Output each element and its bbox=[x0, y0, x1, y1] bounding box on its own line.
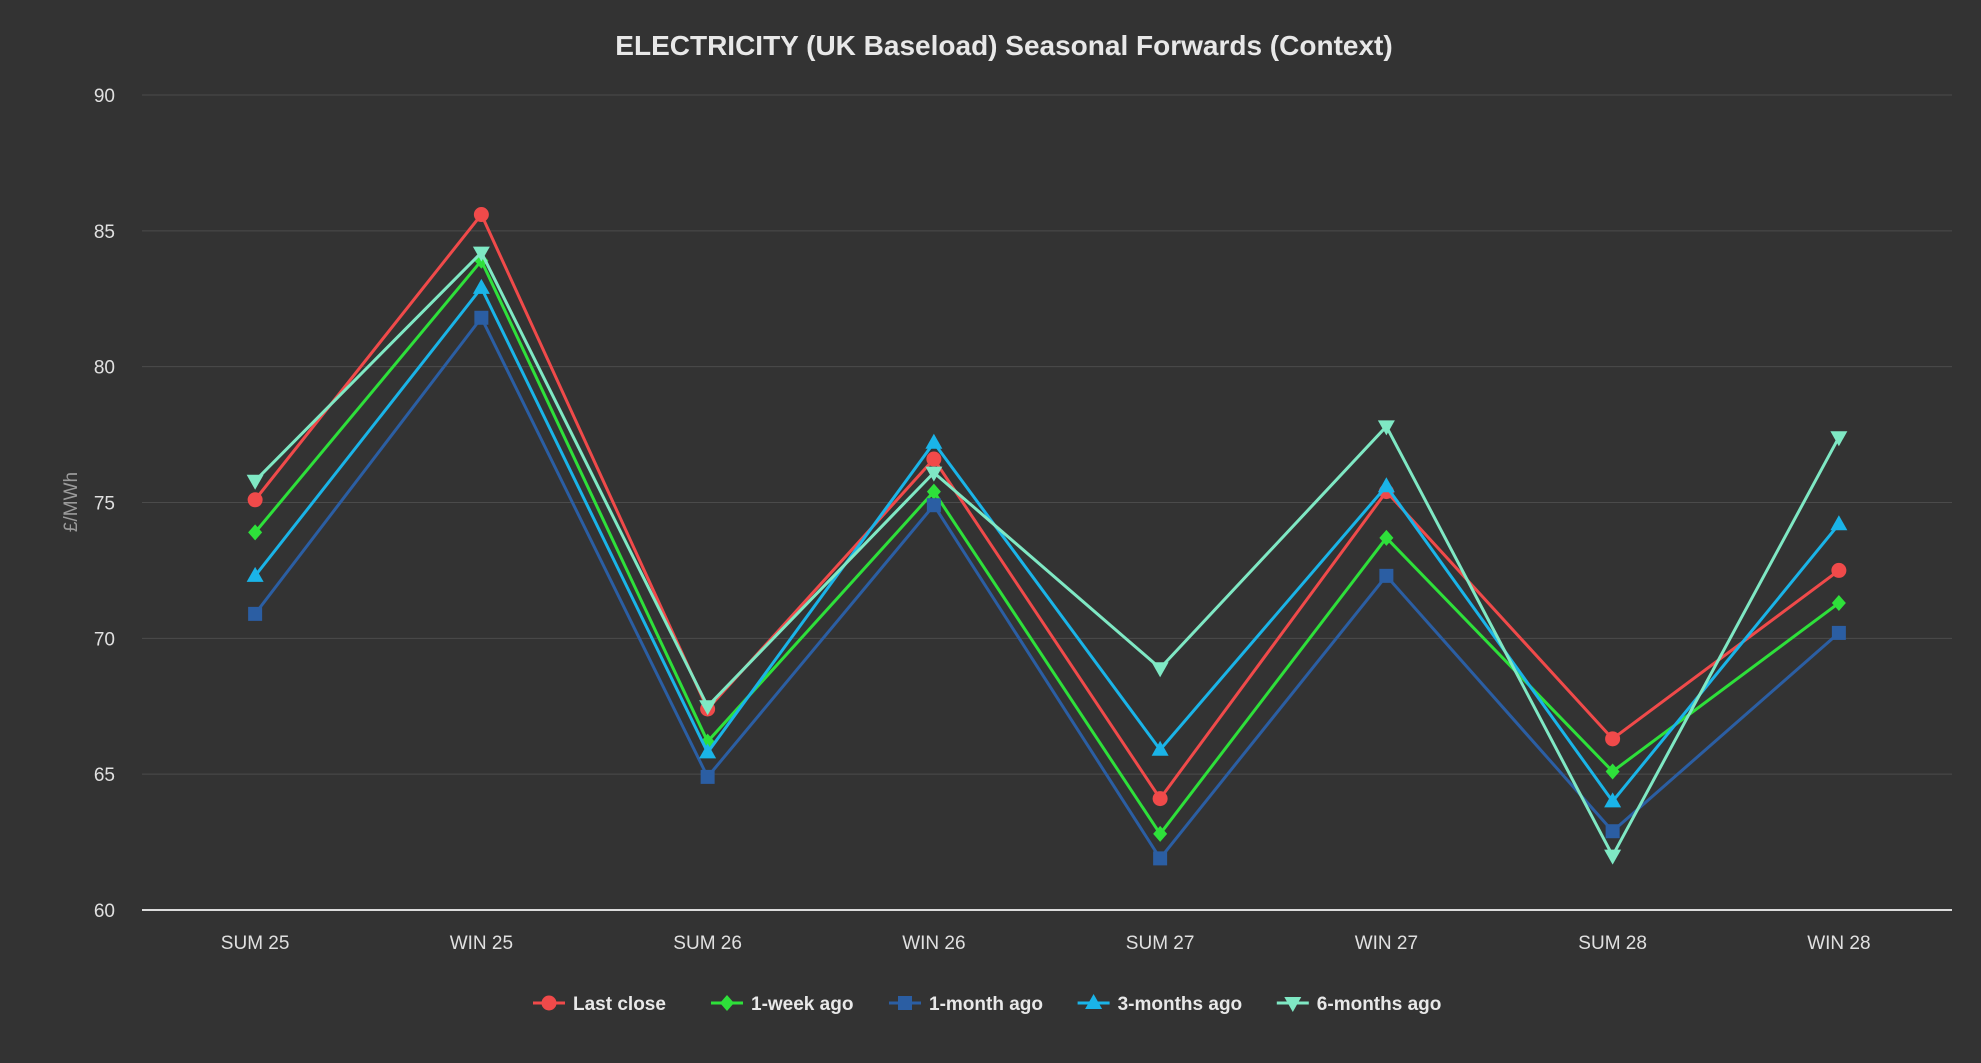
legend-marker bbox=[1284, 997, 1302, 1012]
data-point bbox=[699, 700, 717, 716]
data-point bbox=[926, 451, 942, 467]
legend-marker bbox=[720, 995, 734, 1011]
y-tick-label: 80 bbox=[94, 358, 115, 379]
data-point bbox=[1831, 625, 1846, 640]
data-point bbox=[473, 207, 489, 223]
grid-lines bbox=[142, 94, 1952, 775]
data-point bbox=[1377, 477, 1395, 493]
legend-item-4: 3-months ago bbox=[1077, 994, 1243, 1015]
y-tick-label: 65 bbox=[94, 765, 115, 786]
data-point bbox=[1153, 825, 1168, 842]
x-tick-label: SUM 26 bbox=[673, 933, 742, 954]
x-tick-label: WIN 27 bbox=[1355, 933, 1418, 954]
y-tick-label: 90 bbox=[94, 86, 115, 107]
series-group bbox=[246, 207, 1848, 866]
data-point bbox=[248, 524, 263, 541]
series-line bbox=[253, 259, 1840, 836]
x-tick-label: WIN 28 bbox=[1807, 933, 1870, 954]
data-point bbox=[1830, 431, 1848, 447]
data-point bbox=[926, 498, 941, 513]
y-tick-label: 70 bbox=[94, 629, 115, 650]
data-point bbox=[1379, 529, 1394, 546]
data-point bbox=[1151, 740, 1169, 756]
series-1 bbox=[247, 207, 1847, 807]
legend: Last close 1-week ago 1-month ago 3-months … bbox=[533, 994, 1441, 1015]
series-line bbox=[254, 251, 1841, 858]
data-point bbox=[926, 483, 941, 500]
legend-marker bbox=[898, 996, 912, 1010]
data-point bbox=[699, 743, 717, 759]
series-5 bbox=[246, 246, 1848, 865]
series-line bbox=[253, 213, 1840, 801]
chart-title: ELECTRICITY (UK Baseload) Seasonal Forwa… bbox=[615, 30, 1392, 61]
legend-label: 1-month ago bbox=[929, 994, 1043, 1015]
data-point bbox=[472, 278, 490, 294]
data-point bbox=[925, 433, 943, 449]
legend-item-5: 6-months ago bbox=[1276, 994, 1442, 1015]
legend-label: 1-week ago bbox=[751, 994, 853, 1015]
data-point bbox=[1377, 420, 1395, 436]
data-point bbox=[1830, 515, 1848, 531]
data-point bbox=[1605, 824, 1620, 839]
legend-item-3: 1-month ago bbox=[889, 994, 1043, 1015]
x-tick-label: WIN 26 bbox=[902, 933, 965, 954]
legend-item-1: Last close bbox=[533, 994, 666, 1015]
data-point bbox=[1831, 595, 1846, 612]
data-point bbox=[1152, 791, 1168, 807]
data-point bbox=[1831, 562, 1847, 578]
x-tick-label: SUM 28 bbox=[1578, 933, 1647, 954]
data-point bbox=[1605, 731, 1621, 747]
data-point bbox=[247, 492, 263, 508]
series-line bbox=[253, 316, 1840, 860]
data-point bbox=[1604, 849, 1622, 865]
data-point bbox=[246, 566, 264, 582]
legend-item-2: 1-week ago bbox=[711, 994, 853, 1015]
data-point bbox=[474, 310, 489, 325]
series-2 bbox=[248, 252, 1846, 842]
y-tick-label: 60 bbox=[94, 901, 115, 922]
data-point bbox=[1153, 851, 1168, 866]
data-point bbox=[1604, 792, 1622, 808]
x-axis-ticks: SUM 25 WIN 25 SUM 26 WIN 26 SUM 27 WIN 27 SUM … bbox=[221, 933, 1871, 954]
data-point bbox=[248, 606, 263, 621]
legend-label: 6-months ago bbox=[1317, 994, 1442, 1015]
data-point bbox=[925, 466, 943, 482]
y-tick-label: 75 bbox=[94, 494, 115, 515]
data-point bbox=[246, 474, 264, 490]
x-tick-label: SUM 27 bbox=[1126, 933, 1195, 954]
legend-marker bbox=[541, 995, 557, 1011]
series-4 bbox=[246, 278, 1848, 808]
y-tick-label: 85 bbox=[94, 222, 115, 243]
legend-label: 3-months ago bbox=[1118, 994, 1243, 1015]
data-point bbox=[700, 769, 715, 784]
series-line bbox=[253, 286, 1841, 803]
data-point bbox=[1605, 763, 1620, 780]
legend-marker bbox=[1085, 994, 1103, 1009]
x-tick-label: SUM 25 bbox=[221, 933, 290, 954]
data-point bbox=[472, 246, 490, 262]
series-3 bbox=[248, 310, 1846, 866]
legend-label: Last close bbox=[573, 994, 666, 1015]
y-axis-label: £/MWh bbox=[61, 472, 82, 532]
data-point bbox=[1151, 662, 1169, 678]
x-tick-label: WIN 25 bbox=[450, 933, 513, 954]
data-point bbox=[1379, 568, 1394, 583]
y-axis-ticks: 60 65 70 75 80 85 90 bbox=[94, 86, 115, 922]
